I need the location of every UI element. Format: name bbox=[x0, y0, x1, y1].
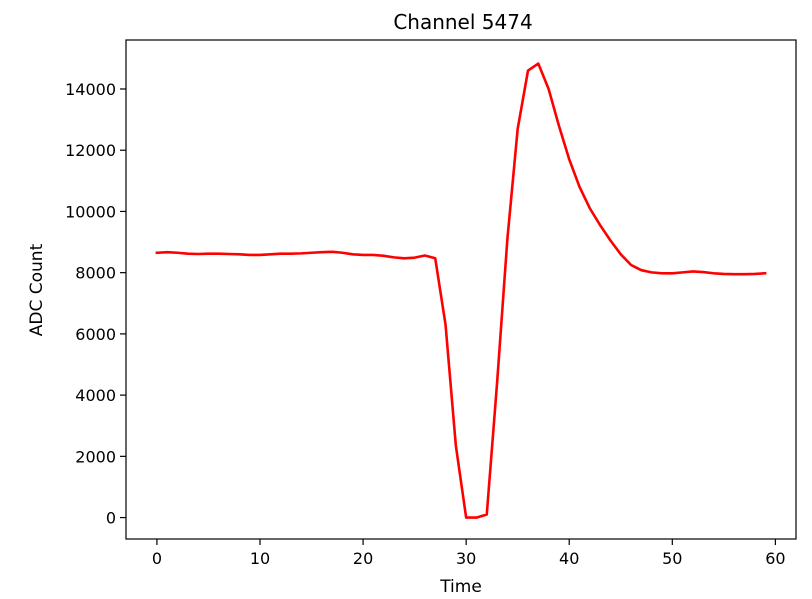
x-tick-label: 40 bbox=[559, 549, 579, 568]
plot-frame bbox=[125, 39, 797, 540]
y-tick-label: 4000 bbox=[75, 386, 116, 405]
plot-area bbox=[155, 62, 767, 519]
y-tick-label: 10000 bbox=[65, 202, 116, 221]
y-tick-label: 8000 bbox=[75, 264, 116, 283]
x-tick-label: 30 bbox=[456, 549, 476, 568]
x-tick-label: 60 bbox=[765, 549, 785, 568]
y-axis: 0 2000 4000 6000 8000 10000 12000 14000 bbox=[65, 80, 126, 528]
x-axis: 0 10 20 30 40 50 60 bbox=[152, 539, 786, 568]
x-tick-label: 0 bbox=[152, 549, 162, 568]
y-tick-label: 6000 bbox=[75, 325, 116, 344]
chart-title: Channel 5474 bbox=[393, 10, 532, 34]
x-tick-label: 50 bbox=[662, 549, 682, 568]
y-tick-label: 0 bbox=[106, 509, 116, 528]
y-tick-label: 2000 bbox=[75, 447, 116, 466]
x-tick-label: 20 bbox=[353, 549, 373, 568]
series-line bbox=[155, 62, 767, 519]
y-tick-label: 14000 bbox=[65, 80, 116, 99]
x-axis-label: Time bbox=[439, 577, 482, 594]
y-axis-label: ADC Count bbox=[27, 243, 47, 336]
x-tick-label: 10 bbox=[250, 549, 270, 568]
y-tick-label: 12000 bbox=[65, 141, 116, 160]
